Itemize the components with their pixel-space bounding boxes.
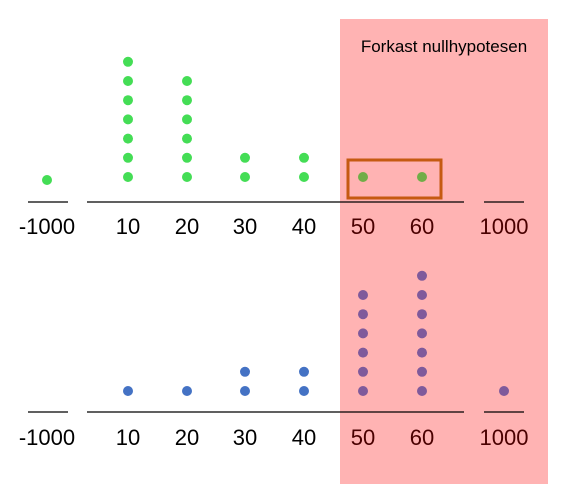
bottom-dot [299,366,309,377]
bottom-dot [417,386,427,396]
top-tick-label: 20 [175,214,199,239]
bottom-tick-label: 30 [233,425,257,450]
bottom-dot [358,386,368,396]
bottom-dot [240,386,250,396]
bottom-tick-label: -1000 [19,425,75,450]
bottom-tick-label: 10 [116,425,140,450]
top-dot [240,172,250,182]
bottom-dots [123,270,509,396]
top-dot [123,95,133,106]
top-dot [42,175,52,185]
bottom-dot [240,366,250,377]
top-dot [240,152,250,163]
top-tick-label: 50 [351,214,375,239]
top-tick-label: 30 [233,214,257,239]
top-dot [358,172,368,182]
bottom-dot [499,386,509,396]
bottom-dot [358,309,368,320]
bottom-dot [358,366,368,377]
bottom-dot [417,270,427,281]
bottom-tick-labels: -1000 10 20 30 40 50 60 1000 [19,425,529,450]
rejection-region-label: Forkast nullhypotesen [361,37,527,56]
bottom-dot [299,386,309,396]
rejection-region [340,19,548,484]
top-dot [299,172,309,182]
bottom-dot [417,328,427,339]
top-tick-label: 40 [292,214,316,239]
highlight-box [346,158,443,200]
bottom-tick-label: 50 [351,425,375,450]
top-dot [182,95,192,106]
top-dot [299,152,309,163]
top-dot-plot: -1000 10 20 30 40 50 60 1000 [19,56,529,239]
bottom-dot [417,309,427,320]
bottom-dot [123,386,133,396]
top-dot [123,114,133,125]
top-tick-label: 10 [116,214,140,239]
top-dot [182,172,192,182]
top-dot [182,152,192,163]
top-dot [182,133,192,144]
bottom-tick-label: 40 [292,425,316,450]
bottom-dot [182,386,192,396]
top-tick-labels: -1000 10 20 30 40 50 60 1000 [19,214,529,239]
bottom-dot-plot: -1000 10 20 30 40 50 60 1000 [19,270,529,450]
top-tick-label: 1000 [480,214,529,239]
bottom-dot [417,347,427,358]
bottom-tick-label: 1000 [480,425,529,450]
top-dot [182,114,192,125]
top-dot [123,152,133,163]
bottom-tick-label: 20 [175,425,199,450]
bottom-dot [358,328,368,339]
bottom-dot [358,347,368,358]
top-dot [123,56,133,67]
bottom-dot [358,290,368,300]
bottom-dot [417,366,427,377]
top-dot [123,133,133,144]
bottom-dot [417,290,427,300]
top-dots [42,56,427,185]
top-tick-label: -1000 [19,214,75,239]
top-dot [123,76,133,86]
top-dot [417,172,427,182]
bottom-tick-label: 60 [410,425,434,450]
top-tick-label: 60 [410,214,434,239]
top-dot [123,172,133,182]
top-dot [182,76,192,86]
